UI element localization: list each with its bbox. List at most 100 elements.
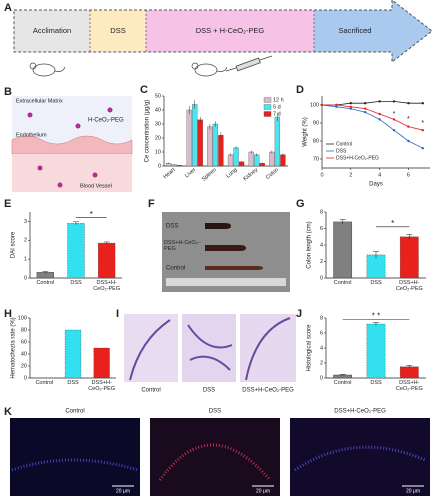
x-tick-label: Heart — [162, 167, 177, 181]
x-tick-label: 0 — [320, 172, 323, 178]
stage-label: Sacrificed — [339, 26, 372, 35]
schematic-label: Endothelium — [16, 132, 47, 138]
y-tick-label: 0 — [158, 163, 161, 169]
panel-label: H — [4, 308, 12, 320]
marker — [364, 102, 367, 105]
y-tick-label: 100 — [310, 102, 319, 108]
x-axis-label: Days — [369, 182, 383, 188]
significance-label: * — [90, 210, 93, 219]
stage-box — [14, 10, 90, 52]
bar — [67, 223, 85, 279]
photo-label-box: DSS+H-CeO₂-PEG — [164, 240, 200, 252]
y-tick-label: 8 — [320, 209, 323, 215]
legend-label: DSS+H-CeO₂-PEG — [336, 155, 379, 161]
timeline: Acclimation DSS DSS + H-CeO₂-PEG Sacrifi… — [13, 0, 433, 77]
y-axis-label: DAI score — [11, 231, 17, 258]
marker — [364, 107, 367, 110]
image-label: DSS+H-CeO₂-PEG — [242, 388, 294, 394]
fluorescence: Control DSS DSS+H-CeO₂-PEG 20 μm 20 μm 2… — [10, 409, 430, 496]
bar — [233, 147, 239, 167]
marker — [378, 100, 381, 103]
x-tick-label: 6 — [407, 172, 410, 178]
photo-label: DSS — [166, 224, 178, 230]
panel-label: F — [148, 198, 155, 210]
bar — [248, 151, 254, 167]
marker — [364, 111, 367, 114]
significance-label: * — [391, 219, 394, 228]
line — [322, 104, 423, 131]
x-tick-label: DSS+H-CeO₂-PEG — [395, 380, 423, 392]
colon-photo: DSS DSS+H-CeO₂-PEG Control — [162, 212, 290, 292]
y-axis-label: Weight (%) — [303, 117, 309, 147]
y-tick-label: 6 — [320, 330, 323, 336]
y-tick-label: 8 — [320, 315, 323, 321]
legend-swatch — [263, 104, 272, 110]
stage-box — [146, 10, 314, 52]
ruler — [166, 278, 286, 286]
panel-label: G — [296, 198, 305, 210]
legend-label: 5 d — [273, 104, 281, 110]
marker — [320, 103, 324, 107]
label-box: DSS — [70, 280, 81, 286]
annotation: * — [407, 116, 410, 123]
schematic-label: Blood Vessel — [80, 183, 112, 189]
histology-image — [240, 314, 296, 382]
label-box: Control — [334, 280, 352, 286]
y-tick-label: 2 — [320, 360, 323, 366]
line — [321, 104, 423, 149]
marker — [378, 118, 381, 121]
significance-label: * * — [372, 312, 380, 321]
marker — [378, 112, 381, 116]
fluorescence-image — [10, 418, 140, 496]
bar — [186, 109, 192, 167]
panel-label: K — [4, 406, 12, 418]
image-label: Control — [141, 388, 160, 394]
schematic-label: H-CeO₂-PEG — [88, 118, 124, 124]
scale-label: 20 μm — [116, 488, 130, 494]
panel-label: I — [116, 308, 119, 320]
legend-label: Control — [336, 141, 352, 147]
bar — [274, 116, 281, 167]
y-tick-label: 60 — [21, 339, 27, 345]
y-tick-label: 100 — [18, 315, 27, 321]
vessel — [12, 154, 132, 192]
x-tick-label: Control — [35, 380, 54, 386]
marker — [407, 139, 410, 143]
y-tick-label: 0 — [24, 375, 27, 381]
x-tick-label: DSS+H-CeO₂-PEG — [93, 280, 121, 292]
panel-label: E — [4, 198, 11, 210]
bar — [269, 151, 275, 167]
scale-label: 20 μm — [256, 488, 270, 494]
bar — [333, 221, 353, 279]
y-tick-label: 30 — [155, 121, 161, 127]
bar — [64, 329, 82, 379]
y-tick-label: 90 — [313, 120, 319, 126]
x-tick-label: DSS+H-CeO₂-PEG — [395, 280, 423, 292]
panel-label: B — [4, 86, 12, 98]
x-tick-label: DSS — [67, 380, 79, 386]
marker — [421, 147, 424, 150]
colon — [205, 223, 231, 229]
mouse-icon — [29, 62, 228, 77]
y-tick-label: 40 — [21, 351, 27, 357]
x-tick-label: DSS — [370, 380, 382, 386]
stage-label: DSS + H-CeO₂-PEG — [196, 26, 265, 35]
colon — [205, 266, 263, 270]
annotation: * — [421, 120, 424, 127]
x-tick-label: Kidney — [242, 167, 259, 183]
photo-label: Control — [166, 266, 185, 272]
marker — [421, 129, 424, 132]
marker — [392, 100, 396, 103]
y-tick-label: 0 — [320, 275, 323, 281]
legend-label: 7 d — [273, 111, 281, 117]
panel-label: C — [140, 84, 148, 96]
label-box: DSS — [370, 380, 382, 386]
line — [322, 101, 423, 106]
stage-label: DSS — [110, 26, 125, 35]
panel-label: D — [296, 84, 304, 96]
y-axis-label: Histological score — [307, 324, 313, 372]
label-box: DSS — [67, 380, 79, 386]
y-axis-label: Ce concentration (μg/g) — [145, 100, 151, 163]
bar — [207, 126, 213, 167]
bar — [93, 347, 110, 379]
